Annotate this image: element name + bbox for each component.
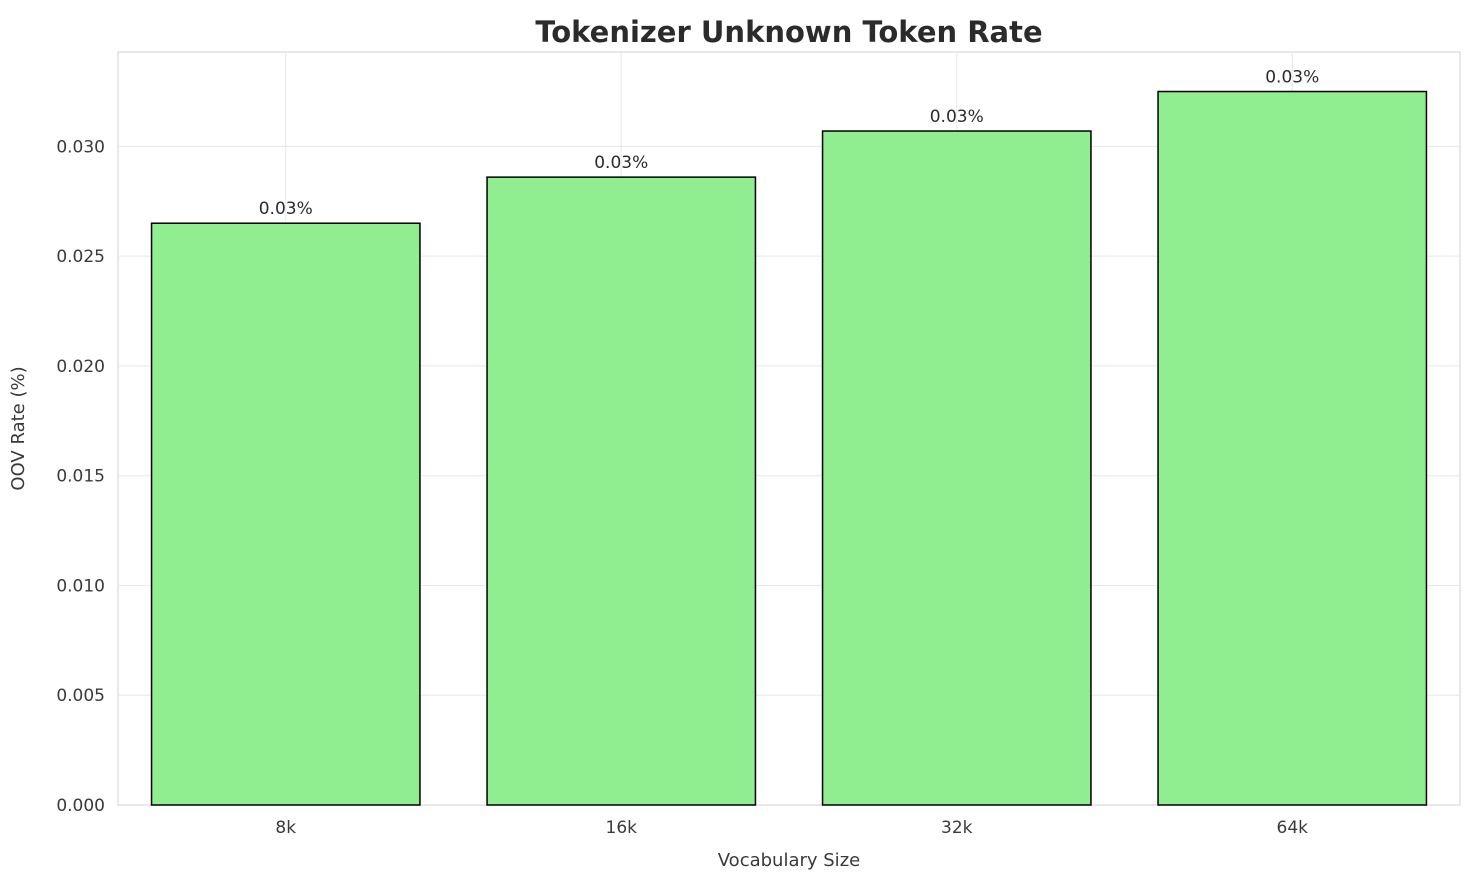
x-tick-label: 32k (941, 818, 973, 838)
x-tick-label: 64k (1277, 818, 1309, 838)
bar-value-label: 0.03% (259, 199, 313, 219)
y-tick-label: 0.030 (56, 137, 105, 157)
y-tick-label: 0.000 (56, 796, 105, 816)
bar-value-label: 0.03% (594, 153, 648, 173)
y-axis-label: OOV Rate (%) (8, 366, 29, 490)
y-tick-label: 0.020 (56, 357, 105, 377)
y-tick-label: 0.010 (56, 576, 105, 596)
chart-title: Tokenizer Unknown Token Rate (535, 15, 1042, 49)
x-tick-label: 16k (606, 818, 638, 838)
bar-8k (150, 222, 421, 806)
x-tick-label: 8k (275, 818, 296, 838)
bar-16k (486, 176, 757, 806)
bar-64k (1157, 90, 1428, 806)
x-axis-label: Vocabulary Size (718, 850, 860, 871)
y-tick-label: 0.025 (56, 247, 105, 267)
plot-layer: 0.000 0.005 0.010 0.015 0.020 0.025 0.030 0.03%… (8, 51, 1461, 871)
bar-value-label: 0.03% (930, 107, 984, 127)
y-tick-label: 0.005 (56, 686, 105, 706)
y-tick-label: 0.015 (56, 467, 105, 487)
bar-value-label: 0.03% (1265, 68, 1319, 88)
bar-32k (821, 130, 1092, 806)
